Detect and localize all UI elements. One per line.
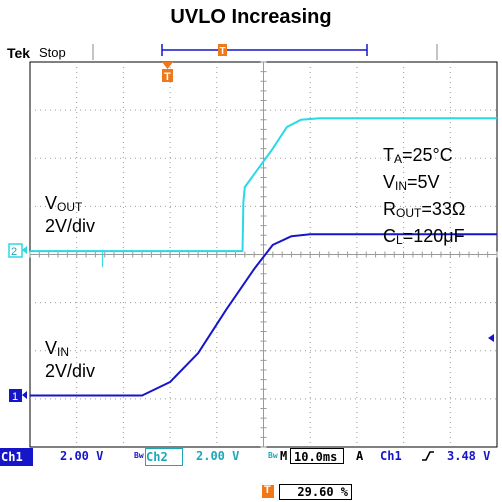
trigger-level-icon[interactable] — [488, 334, 494, 342]
chart-title: UVLO Increasing — [170, 6, 332, 28]
cl-condition: CL=120μF — [383, 226, 465, 247]
ch1-marker-label: 1 — [12, 391, 18, 403]
trigger-marker-label: T — [164, 71, 171, 83]
vout-trace — [30, 117, 497, 253]
vin-trace — [30, 233, 497, 397]
record-indicator — [92, 44, 438, 60]
vout-scale-label: 2V/div — [45, 216, 96, 236]
graticule — [29, 61, 498, 448]
trigger-level[interactable]: 3.48 V — [447, 449, 491, 463]
timebase-label: M — [280, 449, 288, 463]
trigger-mode: A — [356, 449, 364, 463]
rising-edge-icon — [421, 448, 435, 464]
ch1-ground-marker[interactable]: 1 — [9, 389, 27, 403]
ch2-marker-label: 2 — [11, 246, 17, 258]
record-trigger-icon: T — [218, 44, 227, 57]
vin-label: VIN — [45, 338, 70, 359]
trigger-position-readout-icon — [262, 484, 274, 498]
vout-label: VOUT — [45, 193, 83, 214]
ta-condition: TA=25°C — [383, 145, 453, 166]
traces — [30, 117, 497, 397]
ch1-bandwidth-icon: Bw — [134, 451, 144, 460]
vin-scale-label: 2V/div — [45, 361, 96, 381]
trigger-source[interactable]: Ch1 — [380, 449, 402, 463]
ch2-ground-marker[interactable]: 2 — [8, 243, 27, 258]
ch1-scale[interactable]: 2.00 V — [60, 449, 104, 463]
ch2-label[interactable]: Ch2 — [145, 448, 183, 466]
run-state-label: Stop — [39, 45, 66, 60]
brand-label: Tek — [7, 45, 31, 61]
ch1-label[interactable]: Ch1 — [0, 448, 33, 466]
ch2-bandwidth-icon: Bw — [268, 451, 278, 460]
svg-text:T: T — [220, 46, 226, 57]
vin-condition: VIN=5V — [383, 172, 440, 193]
rout-condition: ROUT=33Ω — [383, 199, 466, 220]
timebase-value[interactable]: 10.0ms — [290, 448, 344, 464]
ch2-scale[interactable]: 2.00 V — [196, 449, 240, 463]
trigger-position-icon[interactable]: T — [162, 62, 173, 83]
trigger-position-readout[interactable]: 29.60 % — [279, 484, 352, 500]
